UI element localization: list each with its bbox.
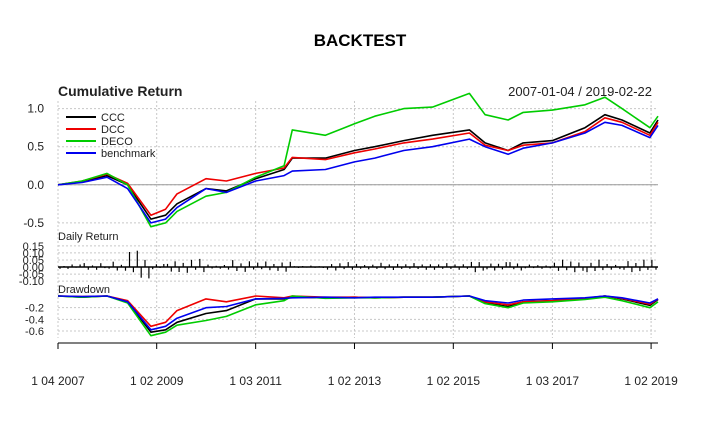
x-tick-label: 1 02 2015 (427, 374, 481, 388)
y-tick-label: 1.0 (27, 102, 44, 116)
legend-label-deco: DECO (101, 136, 133, 148)
chart-title: BACKTEST (314, 31, 407, 50)
y-tick-label: -0.6 (25, 326, 44, 338)
x-tick-label: 1 02 2013 (328, 374, 382, 388)
series-lines (57, 92, 659, 337)
legend-label-dcc: DCC (101, 124, 125, 136)
y-tick-label: -0.2 (25, 303, 44, 315)
x-tick-label: 1 02 2019 (624, 374, 678, 388)
y-tick-label: 0.0 (27, 178, 44, 192)
cumulative-return-line-benchmark (57, 121, 659, 224)
y-tick-label: 0.5 (27, 140, 44, 154)
drawdown-line-benchmark (57, 295, 659, 331)
panel-title-daily-return: Daily Return (58, 231, 119, 243)
cumulative-return-line-deco (57, 92, 659, 228)
y-tick-label: -0.5 (23, 216, 44, 230)
y-tick-label: 0.15 (23, 241, 44, 253)
panel-title-cumulative-return: Cumulative Return (58, 83, 182, 99)
drawdown-line-deco (57, 295, 659, 337)
y-tick-label: 0.10 (23, 248, 44, 260)
y-tick-label: -0.05 (19, 269, 44, 281)
y-tick-label: -0.10 (19, 276, 44, 288)
x-tick-label: 1 03 2011 (229, 374, 282, 388)
y-tick-label: 0.00 (23, 262, 44, 274)
panel-title-drawdown: Drawdown (58, 284, 110, 296)
y-tick-labels: 1.0 0.5 0.0 -0.5 0.150.100.050.00-0.05-0.10 -… (19, 102, 44, 338)
cumulative-return-line-dcc (57, 117, 659, 216)
x-tick-label: 1 04 2007 (31, 374, 85, 388)
legend-label-ccc: CCC (101, 112, 125, 124)
legend-label-benchmark: benchmark (101, 148, 156, 160)
x-tick-label: 1 02 2009 (130, 374, 184, 388)
date-range-label: 2007-01-04 / 2019-02-22 (508, 84, 652, 99)
cumulative-return-line-ccc (57, 113, 659, 220)
daily-return-bars (58, 250, 658, 279)
y-tick-label: -0.4 (25, 314, 44, 326)
x-tick-label: 1 03 2017 (526, 374, 580, 388)
y-tick-label: 0.05 (23, 255, 44, 267)
x-axis: 1 04 2007 1 02 2009 1 03 2011 1 02 2013 1 02… (31, 342, 678, 388)
